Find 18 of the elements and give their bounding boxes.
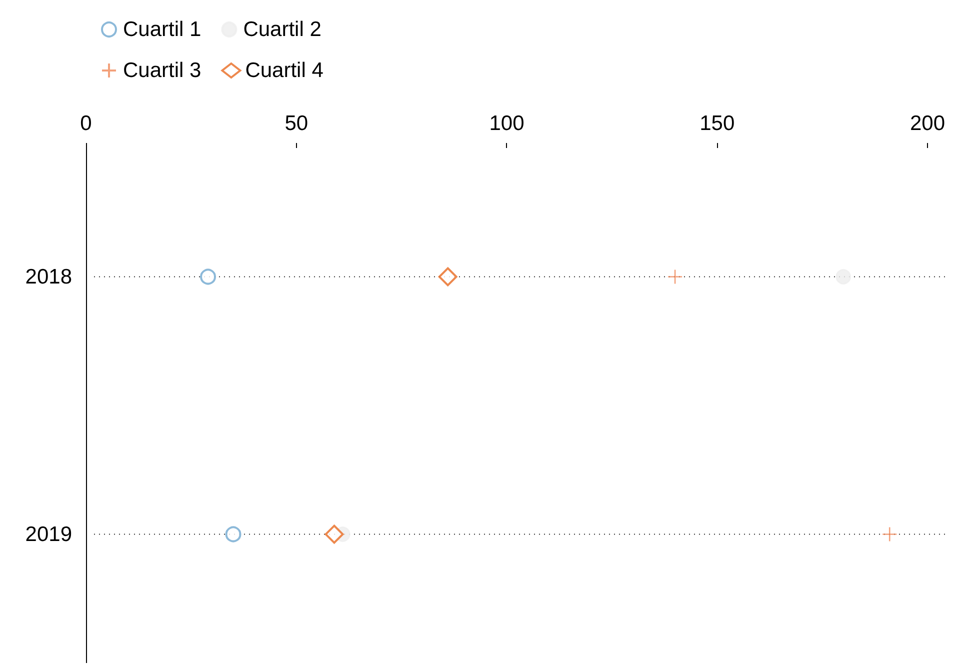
point [836, 269, 851, 284]
point [324, 524, 344, 544]
legend-label: Cuartil 3 [123, 59, 202, 82]
x-tick-label: 150 [700, 112, 735, 135]
x-tick-label: 100 [489, 112, 524, 135]
legend-label: Cuartil 2 [243, 18, 322, 41]
x-tick-label: 0 [80, 112, 92, 135]
point [225, 526, 242, 542]
y-tick-label: 2019 [25, 522, 72, 546]
point [200, 268, 216, 285]
x-tick-label: 200 [910, 112, 946, 135]
point [438, 267, 458, 286]
point [667, 269, 683, 284]
point [882, 526, 898, 542]
legend-label: Cuartil 4 [245, 59, 324, 82]
legend-label: Cuartil 1 [123, 18, 202, 41]
y-tick-label: 2018 [25, 265, 72, 288]
x-tick-label: 50 [284, 112, 308, 135]
